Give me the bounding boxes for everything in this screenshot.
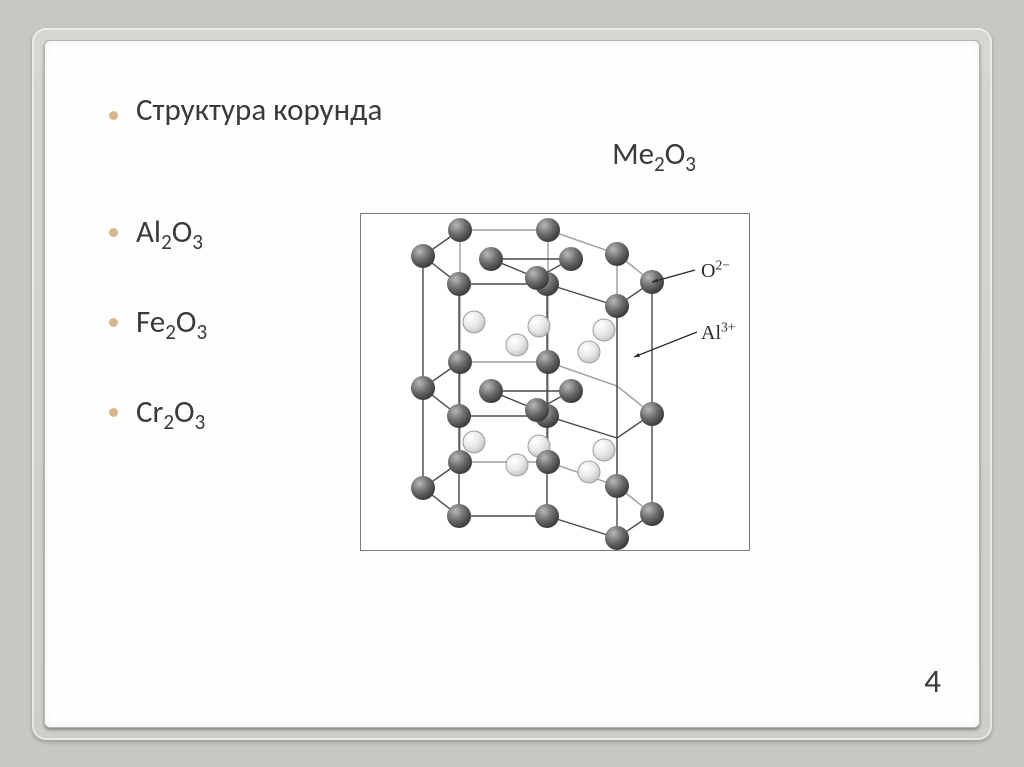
bullet-icon	[109, 111, 118, 120]
formula-text: Al2O3	[136, 213, 203, 251]
title-row: Структура корунда	[109, 91, 919, 130]
crystal-diagram: O2− Al3+	[360, 213, 750, 551]
formula-base: Ме	[612, 135, 654, 173]
diagram-label: Al3+	[701, 322, 735, 345]
page-number: 4	[924, 661, 941, 701]
slide-frame: Структура корунда Ме2О3 Al2O3Fe2O3Cr2O3 …	[32, 28, 992, 740]
slide-title: Структура корунда	[136, 91, 382, 130]
formula-sub2: 3	[685, 151, 696, 177]
diagram-label: O2−	[701, 260, 730, 283]
formula-sub1: 2	[654, 151, 665, 177]
bullet-icon	[109, 228, 118, 237]
bullet-icon	[109, 408, 118, 417]
formula-text: Fe2O3	[136, 303, 207, 341]
formula-text: Cr2O3	[136, 393, 205, 431]
bullet-icon	[109, 318, 118, 327]
center-formula: Ме2О3	[389, 135, 919, 173]
slide-body: Структура корунда Ме2О3 Al2O3Fe2O3Cr2O3 …	[44, 40, 980, 728]
formula-mid: О	[665, 135, 686, 173]
crystal-svg	[361, 214, 751, 552]
